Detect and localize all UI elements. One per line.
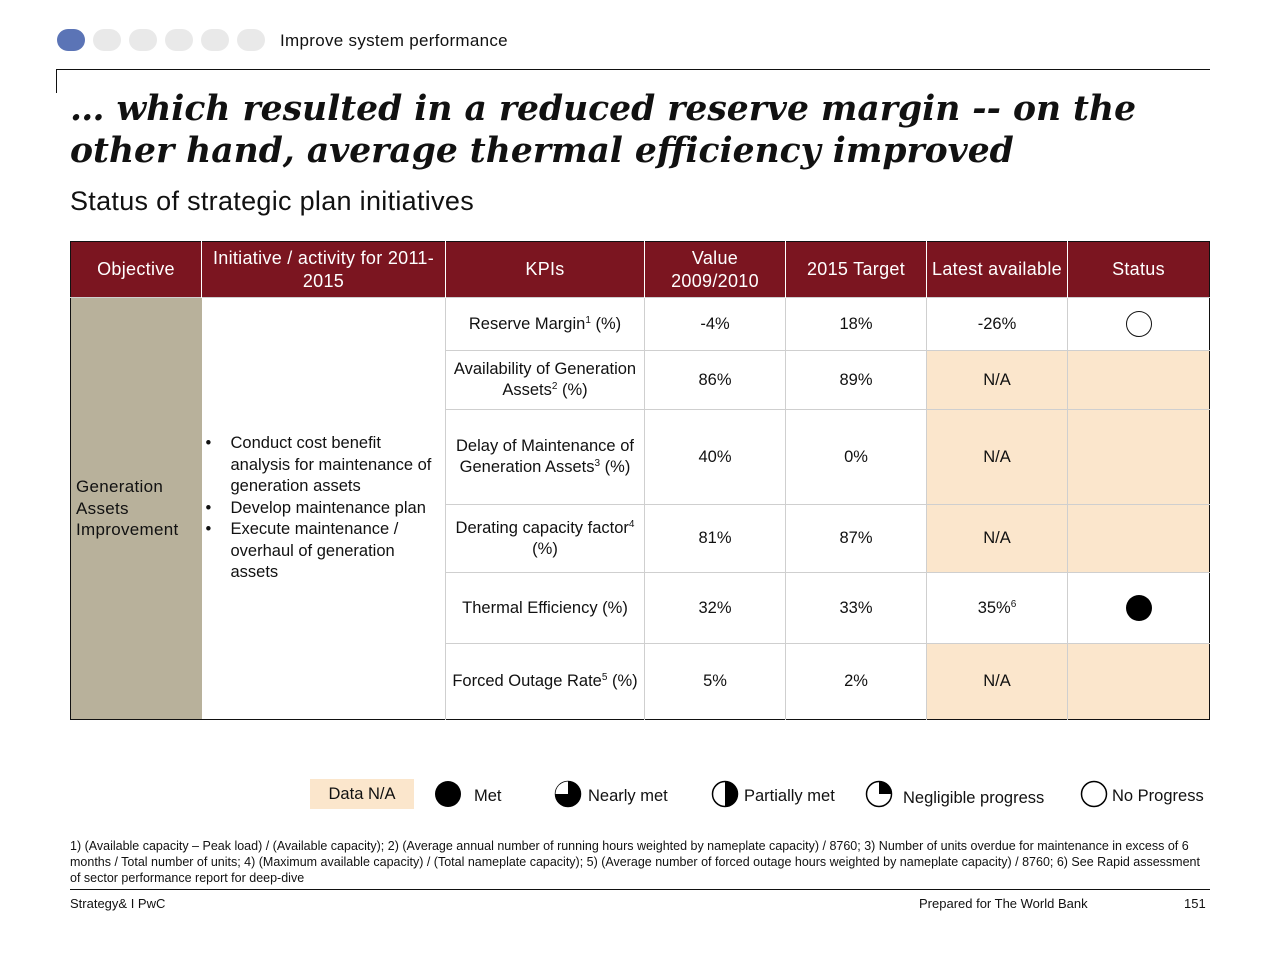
column-header-kpis: KPIs xyxy=(445,241,645,298)
column-header-latest: Latest available xyxy=(926,241,1068,298)
negligible-progress-icon xyxy=(865,780,893,808)
latest-cell: N/A xyxy=(926,504,1068,573)
table-row: Availability of Generation Assets2 (%) 8… xyxy=(71,350,1210,410)
table-row: Thermal Efficiency (%) 32% 33% 35%6 xyxy=(71,572,1210,644)
latest-cell: N/A xyxy=(926,643,1068,720)
section-title: Improve system performance xyxy=(280,31,508,50)
column-header-value: Value 2009/2010 xyxy=(644,241,786,298)
latest-cell: N/A xyxy=(926,350,1068,410)
target-cell: 87% xyxy=(785,504,927,573)
table-row: Derating capacity factor4 (%) 81% 87% N/… xyxy=(71,504,1210,573)
legend-negligible-progress-label: Negligible progress xyxy=(903,789,1045,807)
column-header-target: 2015 Target xyxy=(785,241,927,298)
slide-subtitle: Status of strategic plan initiatives xyxy=(70,186,475,216)
table-row: Delay of Maintenance of Generation Asset… xyxy=(71,409,1210,505)
initiative-list: Conduct cost benefit analysis for mainte… xyxy=(206,433,444,584)
footnote-marker: 6 xyxy=(1010,598,1017,610)
footer-prepared-for: Prepared for The World Bank xyxy=(919,896,1088,911)
slide-headline: … which resulted in a reduced reserve ma… xyxy=(70,89,1137,171)
status-cell-data-na xyxy=(1067,350,1210,410)
progress-dot xyxy=(201,29,229,51)
no-progress-icon xyxy=(1125,311,1152,337)
target-cell: 18% xyxy=(785,297,927,351)
footnote-marker: 4 xyxy=(628,518,635,530)
status-cell xyxy=(1067,297,1210,351)
table-row: Generation Assets Improvement Conduct co… xyxy=(70,297,1210,720)
value-cell: 86% xyxy=(644,350,786,410)
progress-dot xyxy=(129,29,157,51)
value-cell: 5% xyxy=(644,643,786,720)
kpi-cell: Availability of Generation Assets2 (%) xyxy=(445,350,645,410)
status-cell-data-na xyxy=(1067,409,1210,505)
footnotes: 1) (Available capacity – Peak load) / (A… xyxy=(70,839,1200,885)
status-cell-data-na xyxy=(1067,504,1210,573)
nearly-met-icon xyxy=(554,780,582,808)
footnote-marker: 1 xyxy=(585,314,591,326)
status-legend: Data N/A Met Nearly met Partially met Ne… xyxy=(0,778,1280,814)
top-divider xyxy=(56,69,1210,70)
legend-met-label: Met xyxy=(474,787,502,805)
latest-cell: 35%6 xyxy=(926,572,1068,644)
table-body: Generation Assets Improvement Conduct co… xyxy=(70,297,1210,720)
initiatives-table: Objective Initiative / activity for 2011… xyxy=(70,241,1210,720)
footnote-marker: 5 xyxy=(601,672,608,683)
kpi-cell: Forced Outage Rate5 (%) xyxy=(445,643,645,720)
partially-met-icon xyxy=(711,780,739,808)
footer-divider xyxy=(70,889,1210,890)
kpi-cell: Reserve Margin1 (%) xyxy=(445,297,645,351)
kpi-cell: Delay of Maintenance of Generation Asset… xyxy=(445,409,645,505)
target-cell: 0% xyxy=(785,409,927,505)
progress-dot xyxy=(165,29,193,51)
legend-data-na: Data N/A xyxy=(310,779,414,809)
page-number: 151 xyxy=(1184,896,1206,911)
latest-cell: N/A xyxy=(926,409,1068,505)
initiative-item: Execute maintenance / overhaul of genera… xyxy=(206,519,444,584)
no-progress-icon xyxy=(1080,780,1108,808)
initiative-cell: Conduct cost benefit analysis for mainte… xyxy=(201,297,446,720)
kpi-cell: Derating capacity factor4 (%) xyxy=(445,504,645,573)
footer-source: Strategy& I PwC xyxy=(70,896,166,911)
legend-partially-met-label: Partially met xyxy=(744,787,835,805)
column-header-objective: Objective xyxy=(70,241,202,298)
value-cell: 40% xyxy=(644,409,786,505)
initiative-item: Conduct cost benefit analysis for mainte… xyxy=(206,433,444,498)
target-cell: 89% xyxy=(785,350,927,410)
table-row: Forced Outage Rate5 (%) 5% 2% N/A xyxy=(71,643,1210,720)
top-divider-tick xyxy=(56,69,57,93)
latest-cell: -26% xyxy=(926,297,1068,351)
footnote-marker: 2 xyxy=(551,381,558,392)
progress-dots xyxy=(57,29,273,51)
progress-dot xyxy=(93,29,121,51)
legend-nearly-met-label: Nearly met xyxy=(588,787,668,805)
progress-dot xyxy=(237,29,265,51)
value-cell: 32% xyxy=(644,572,786,644)
value-cell: 81% xyxy=(644,504,786,573)
met-icon xyxy=(435,781,461,807)
initiative-item: Develop maintenance plan xyxy=(206,498,444,520)
progress-dot-active xyxy=(57,29,85,51)
legend-no-progress-label: No Progress xyxy=(1112,787,1204,805)
status-cell xyxy=(1067,572,1210,644)
met-icon xyxy=(1125,595,1152,621)
footnote-marker: 3 xyxy=(594,458,601,469)
status-cell-data-na xyxy=(1067,643,1210,720)
kpi-cell: Thermal Efficiency (%) xyxy=(445,572,645,644)
value-cell: -4% xyxy=(644,297,786,351)
target-cell: 2% xyxy=(785,643,927,720)
objective-cell: Generation Assets Improvement xyxy=(70,297,202,720)
table-header-row: Objective Initiative / activity for 2011… xyxy=(70,241,1210,298)
column-header-status: Status xyxy=(1067,241,1210,298)
column-header-initiative: Initiative / activity for 2011-2015 xyxy=(201,241,446,298)
target-cell: 33% xyxy=(785,572,927,644)
